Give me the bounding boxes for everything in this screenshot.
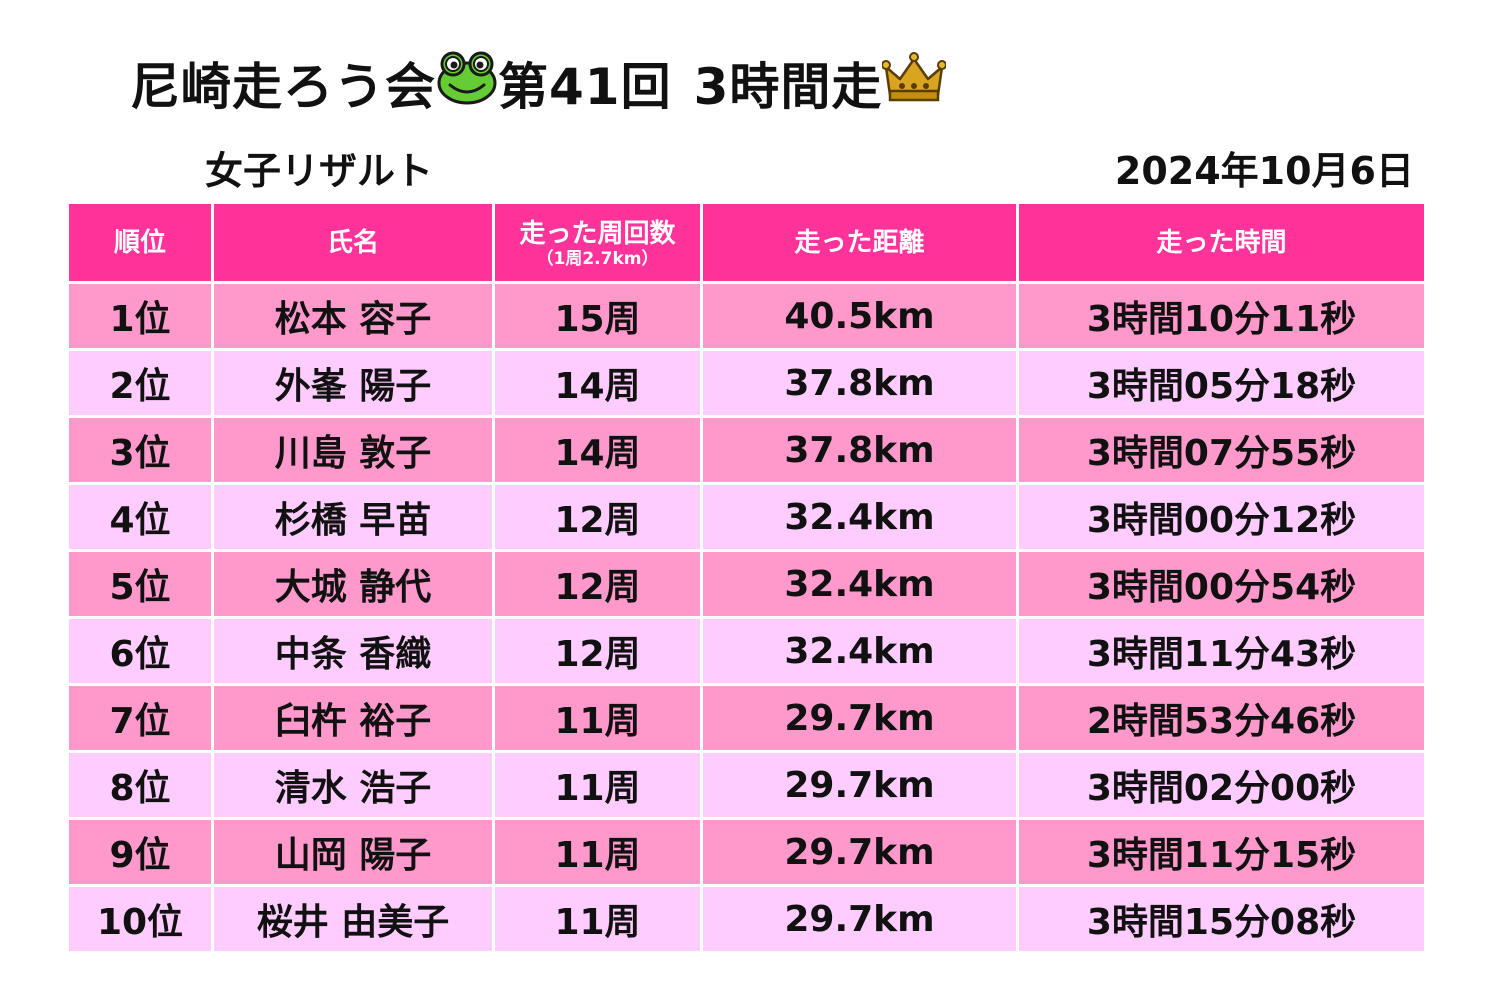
distance-cell: 40.5km — [703, 284, 1016, 348]
table-row: 10位 桜井 由美子 11周 29.7km 3時間15分08秒 — [69, 887, 1424, 951]
name-cell: 中条 香織 — [214, 619, 492, 683]
time-cell: 3時間11分15秒 — [1019, 820, 1424, 884]
page-title: 尼崎走ろう会 第41回 3時間走 — [130, 49, 948, 117]
laps-cell: 12周 — [495, 619, 700, 683]
name-cell: 臼杵 裕子 — [214, 686, 492, 750]
time-cell: 3時間11分43秒 — [1019, 619, 1424, 683]
distance-cell: 29.7km — [703, 887, 1016, 951]
rank-cell: 4位 — [69, 485, 211, 549]
column-header-rank: 順位 — [69, 204, 211, 281]
name-cell: 松本 容子 — [214, 284, 492, 348]
laps-cell: 12周 — [495, 485, 700, 549]
table-row: 6位 中条 香織 12周 32.4km 3時間11分43秒 — [69, 619, 1424, 683]
table-row: 4位 杉橋 早苗 12周 32.4km 3時間00分12秒 — [69, 485, 1424, 549]
distance-cell: 29.7km — [703, 753, 1016, 817]
name-cell: 桜井 由美子 — [214, 887, 492, 951]
distance-cell: 32.4km — [703, 552, 1016, 616]
results-table: 順位 氏名 走った周回数 （1周2.7km） 走った距離 走った時間 1位 松本… — [66, 201, 1427, 954]
rank-cell: 3位 — [69, 418, 211, 482]
laps-cell: 15周 — [495, 284, 700, 348]
table-row: 7位 臼杵 裕子 11周 29.7km 2時間53分46秒 — [69, 686, 1424, 750]
rank-cell: 1位 — [69, 284, 211, 348]
distance-cell: 29.7km — [703, 820, 1016, 884]
column-header-name: 氏名 — [214, 204, 492, 281]
distance-cell: 32.4km — [703, 619, 1016, 683]
title-event-number: 第41回 — [498, 58, 672, 116]
time-cell: 3時間10分11秒 — [1019, 284, 1424, 348]
rank-cell: 8位 — [69, 753, 211, 817]
laps-cell: 11周 — [495, 753, 700, 817]
table-row: 5位 大城 静代 12周 32.4km 3時間00分54秒 — [69, 552, 1424, 616]
title-club-name: 尼崎走ろう会 — [130, 58, 436, 116]
time-cell: 3時間00分12秒 — [1019, 485, 1424, 549]
rank-cell: 7位 — [69, 686, 211, 750]
time-cell: 2時間53分46秒 — [1019, 686, 1424, 750]
column-header-laps-note: （1周2.7km） — [536, 248, 659, 269]
rank-cell: 10位 — [69, 887, 211, 951]
distance-cell: 37.8km — [703, 418, 1016, 482]
table-row: 3位 川島 敦子 14周 37.8km 3時間07分55秒 — [69, 418, 1424, 482]
distance-cell: 37.8km — [703, 351, 1016, 415]
laps-cell: 11周 — [495, 820, 700, 884]
name-cell: 川島 敦子 — [214, 418, 492, 482]
time-cell: 3時間05分18秒 — [1019, 351, 1424, 415]
name-cell: 清水 浩子 — [214, 753, 492, 817]
rank-cell: 6位 — [69, 619, 211, 683]
rank-cell: 2位 — [69, 351, 211, 415]
time-cell: 3時間02分00秒 — [1019, 753, 1424, 817]
title-event-name: 3時間走 — [693, 58, 883, 116]
column-header-distance: 走った距離 — [703, 204, 1016, 281]
frog-icon — [436, 49, 498, 117]
name-cell: 外峯 陽子 — [214, 351, 492, 415]
results-subtitle: 女子リザルト — [205, 149, 434, 193]
distance-cell: 29.7km — [703, 686, 1016, 750]
laps-cell: 14周 — [495, 351, 700, 415]
column-header-time: 走った時間 — [1019, 204, 1424, 281]
time-cell: 3時間07分55秒 — [1019, 418, 1424, 482]
time-cell: 3時間15分08秒 — [1019, 887, 1424, 951]
laps-cell: 11周 — [495, 887, 700, 951]
rank-cell: 5位 — [69, 552, 211, 616]
column-header-laps: 走った周回数 （1周2.7km） — [495, 204, 700, 281]
distance-cell: 32.4km — [703, 485, 1016, 549]
name-cell: 山岡 陽子 — [214, 820, 492, 884]
table-header-row: 順位 氏名 走った周回数 （1周2.7km） 走った距離 走った時間 — [69, 204, 1424, 281]
laps-cell: 14周 — [495, 418, 700, 482]
table-row: 9位 山岡 陽子 11周 29.7km 3時間11分15秒 — [69, 820, 1424, 884]
rank-cell: 9位 — [69, 820, 211, 884]
table-row: 8位 清水 浩子 11周 29.7km 3時間02分00秒 — [69, 753, 1424, 817]
laps-cell: 12周 — [495, 552, 700, 616]
event-date: 2024年10月6日 — [1114, 149, 1414, 193]
time-cell: 3時間00分54秒 — [1019, 552, 1424, 616]
table-row: 2位 外峯 陽子 14周 37.8km 3時間05分18秒 — [69, 351, 1424, 415]
name-cell: 大城 静代 — [214, 552, 492, 616]
laps-cell: 11周 — [495, 686, 700, 750]
name-cell: 杉橋 早苗 — [214, 485, 492, 549]
table-row: 1位 松本 容子 15周 40.5km 3時間10分11秒 — [69, 284, 1424, 348]
crown-icon — [881, 51, 948, 115]
